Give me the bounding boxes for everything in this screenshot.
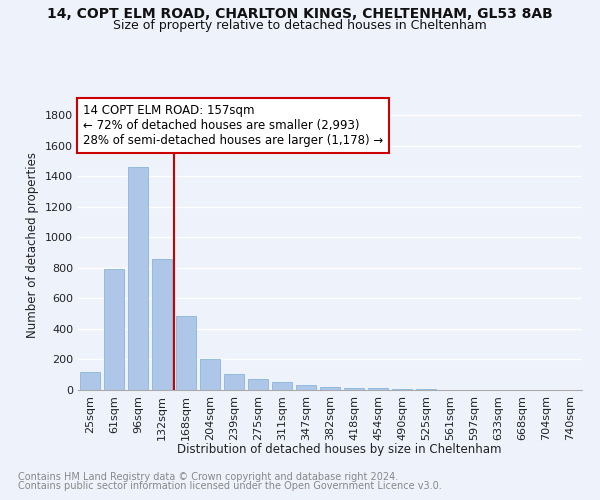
Bar	[128, 167, 148, 390]
Bar	[152, 258, 172, 390]
Text: 14, COPT ELM ROAD, CHARLTON KINGS, CHELTENHAM, GL53 8AB: 14, COPT ELM ROAD, CHARLTON KINGS, CHELT…	[47, 8, 553, 22]
Bar	[368, 388, 388, 390]
Bar	[200, 360, 220, 390]
Bar	[392, 389, 412, 390]
Text: 14 COPT ELM ROAD: 157sqm
← 72% of detached houses are smaller (2,993)
28% of sem: 14 COPT ELM ROAD: 157sqm ← 72% of detach…	[83, 104, 383, 148]
Bar	[176, 316, 196, 390]
Bar	[248, 380, 268, 390]
Bar	[272, 382, 292, 390]
Text: Size of property relative to detached houses in Cheltenham: Size of property relative to detached ho…	[113, 18, 487, 32]
Text: Contains HM Land Registry data © Crown copyright and database right 2024.: Contains HM Land Registry data © Crown c…	[18, 472, 398, 482]
Text: Contains public sector information licensed under the Open Government Licence v3: Contains public sector information licen…	[18, 481, 442, 491]
Bar	[224, 374, 244, 390]
Bar	[104, 268, 124, 390]
Bar	[320, 386, 340, 390]
Bar	[344, 388, 364, 390]
Bar	[416, 389, 436, 390]
Bar	[80, 372, 100, 390]
Bar	[296, 384, 316, 390]
Text: Distribution of detached houses by size in Cheltenham: Distribution of detached houses by size …	[177, 442, 501, 456]
Y-axis label: Number of detached properties: Number of detached properties	[26, 152, 40, 338]
